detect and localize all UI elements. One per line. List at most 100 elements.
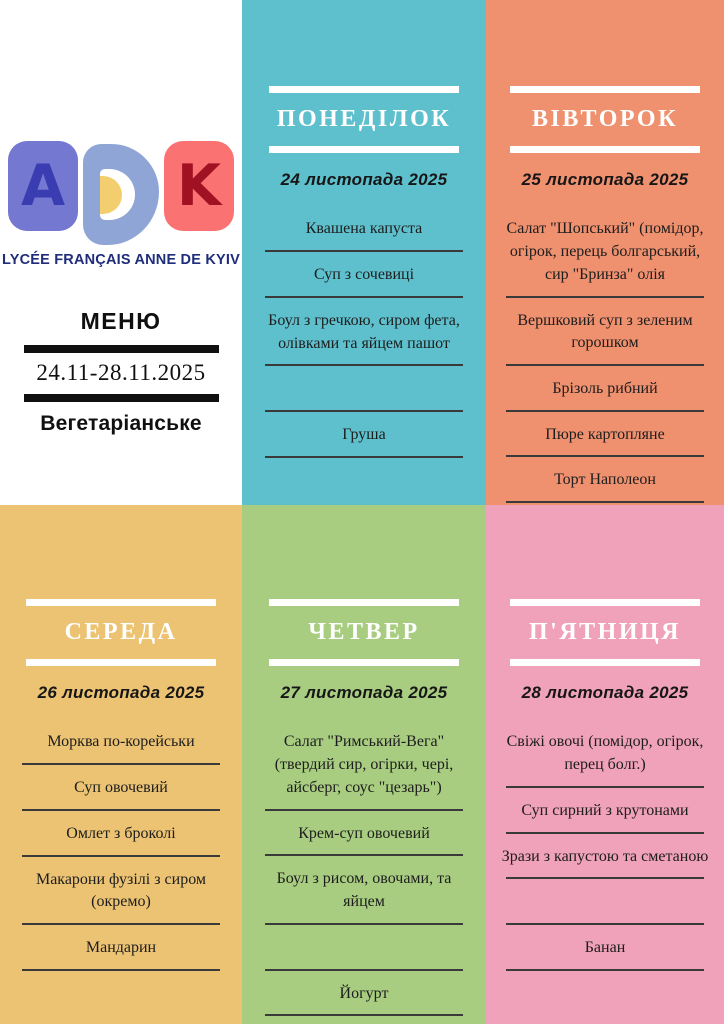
day-name: ПОНЕДІЛОК [276, 106, 452, 132]
menu-item-text: Боул з рисом, овочами, та яйцем [276, 870, 452, 910]
menu-item: Вершковий суп з зеленим горошком [500, 310, 710, 366]
menu-item-empty-slot [256, 378, 472, 413]
menu-item-text [256, 378, 472, 401]
header-rule-top [269, 86, 459, 93]
menu-item-text: Салат "Шопський" (помідор, огірок, перец… [506, 220, 704, 283]
header-rule-top [510, 86, 700, 93]
logo-letter-d [83, 144, 159, 245]
day-card-thursday: ЧЕТВЕР 27 листопада 2025 Салат "Римський… [242, 505, 486, 1024]
menu-item: Мандарин [14, 937, 228, 971]
menu-item: Зрази з капустою та сметаною [500, 846, 710, 880]
item-separator-line [22, 922, 220, 925]
menu-item: Свіжі овочі (помідор, огірок, перец болг… [500, 731, 710, 788]
menu-item: Салат "Римський-Вега" (твердий сир, огір… [256, 731, 472, 811]
day-date: 24 листопада 2025 [280, 170, 448, 190]
menu-items-list: Квашена капуста Суп з сочевиці Боул з греч… [242, 218, 486, 458]
menu-item: Боул з рисом, овочами, та яйцем [256, 868, 472, 925]
menu-item-empty-slot [500, 891, 710, 926]
logo-letter-k-tile: K [164, 141, 234, 231]
adk-logo: A K [0, 141, 242, 245]
day-card-tuesday: ВІВТОРОК 25 листопада 2025 Салат "Шопськ… [486, 0, 724, 505]
day-name: СЕРЕДА [64, 619, 178, 645]
menu-item: Суп сирний з крутонами [500, 800, 710, 834]
header-rule-top [510, 599, 700, 606]
item-separator-line [265, 295, 463, 298]
menu-date-range: 24.11-28.11.2025 [36, 360, 206, 385]
menu-item-empty-slot [256, 937, 472, 971]
menu-items-list: Свіжі овочі (помідор, огірок, перец болг… [486, 731, 724, 971]
item-separator-line [506, 831, 704, 834]
menu-item: Суп з сочевиці [256, 264, 472, 298]
menu-item-text: Боул з гречкою, сиром фета, олівками та … [268, 311, 460, 352]
item-separator-line [265, 250, 463, 253]
item-separator-line [22, 968, 220, 971]
item-separator-line [506, 409, 704, 412]
menu-subtitle: Вегетаріанське [40, 412, 202, 435]
menu-item-text: Зрази з капустою та сметаною [501, 847, 709, 865]
header-rule-bottom [510, 146, 700, 154]
day-card-monday: ПОНЕДІЛОК 24 листопада 2025 Квашена капу… [242, 0, 486, 505]
item-separator-line [22, 854, 220, 857]
item-separator-line [265, 364, 463, 367]
item-separator-line [506, 455, 704, 458]
menu-items-list: Салат "Шопський" (помідор, огірок, перец… [486, 218, 724, 504]
menu-item: Банан [500, 937, 710, 971]
item-separator-line [265, 808, 463, 811]
logo-letter-k: K [176, 152, 222, 219]
menu-item: Салат "Шопський" (помідор, огірок, перец… [500, 218, 710, 298]
menu-item: Макарони фузілі з сиром (окремо) [14, 869, 228, 925]
divider-bar-top [23, 345, 219, 353]
day-date: 27 листопада 2025 [280, 683, 448, 703]
item-separator-line [265, 455, 463, 458]
menu-item-text: Вершковий суп з зеленим горошком [517, 311, 693, 352]
day-name: ЧЕТВЕР [308, 619, 420, 645]
menu-item-text: Суп з сочевиці [313, 266, 415, 284]
menu-item-text: Морква по-корейськи [47, 733, 195, 751]
menu-item-text: Свіжі овочі (помідор, огірок, перец болг… [506, 733, 704, 774]
logo-letter-a: A [20, 152, 66, 219]
menu-item-text [256, 937, 472, 960]
info-panel: A K LYCÉE FRANÇAIS ANNE DE KYIV МЕНЮ 24.… [0, 0, 242, 505]
item-separator-line [265, 854, 463, 857]
day-date: 25 листопада 2025 [521, 170, 689, 190]
item-separator-line [506, 923, 704, 926]
menu-item-text: Йогурт [339, 984, 389, 1002]
menu-item: Пюре картопляне [500, 424, 710, 458]
menu-item: Торт Наполеон [500, 469, 710, 504]
item-separator-line [506, 501, 704, 504]
menu-title: МЕНЮ [80, 308, 162, 334]
item-separator-line [265, 1014, 463, 1017]
header-rule-bottom [269, 659, 459, 667]
divider-bar-bottom [23, 394, 219, 402]
menu-item-text: Пюре картопляне [545, 425, 665, 443]
menu-item-text: Квашена капуста [305, 220, 423, 238]
menu-item-text: Крем-суп овочевий [298, 824, 430, 842]
menu-item-text: Суп овочевий [74, 779, 168, 797]
menu-item-text [500, 891, 710, 914]
day-name: ВІВТОРОК [532, 106, 678, 132]
item-separator-line [265, 410, 463, 413]
school-name: LYCÉE FRANÇAIS ANNE DE KYIV [2, 252, 240, 268]
menu-item: Квашена капуста [256, 218, 472, 253]
logo-letter-a-tile: A [8, 141, 78, 231]
menu-item-text: Торт Наполеон [554, 471, 656, 489]
menu-item-text: Салат "Римський-Вега" (твердий сир, огір… [274, 733, 454, 796]
item-separator-line [506, 363, 704, 366]
item-separator-line [265, 968, 463, 971]
item-separator-line [506, 295, 704, 298]
menu-item: Морква по-корейськи [14, 731, 228, 766]
menu-item: Крем-суп овочевий [256, 823, 472, 857]
menu-item-text: Груша [342, 426, 386, 444]
item-separator-line [265, 922, 463, 925]
item-separator-line [22, 763, 220, 766]
item-separator-line [506, 877, 704, 880]
menu-item-text: Брізоль рибний [552, 379, 658, 397]
header-rule-bottom [510, 659, 700, 667]
header-rule-top [26, 599, 216, 606]
menu-item-text: Банан [584, 939, 626, 957]
menu-item-text: Макарони фузілі з сиром (окремо) [35, 870, 207, 911]
menu-item-text: Мандарин [85, 938, 157, 956]
header-rule-top [269, 599, 459, 606]
menu-items-list: Салат "Римський-Вега" (твердий сир, огір… [242, 731, 486, 1017]
